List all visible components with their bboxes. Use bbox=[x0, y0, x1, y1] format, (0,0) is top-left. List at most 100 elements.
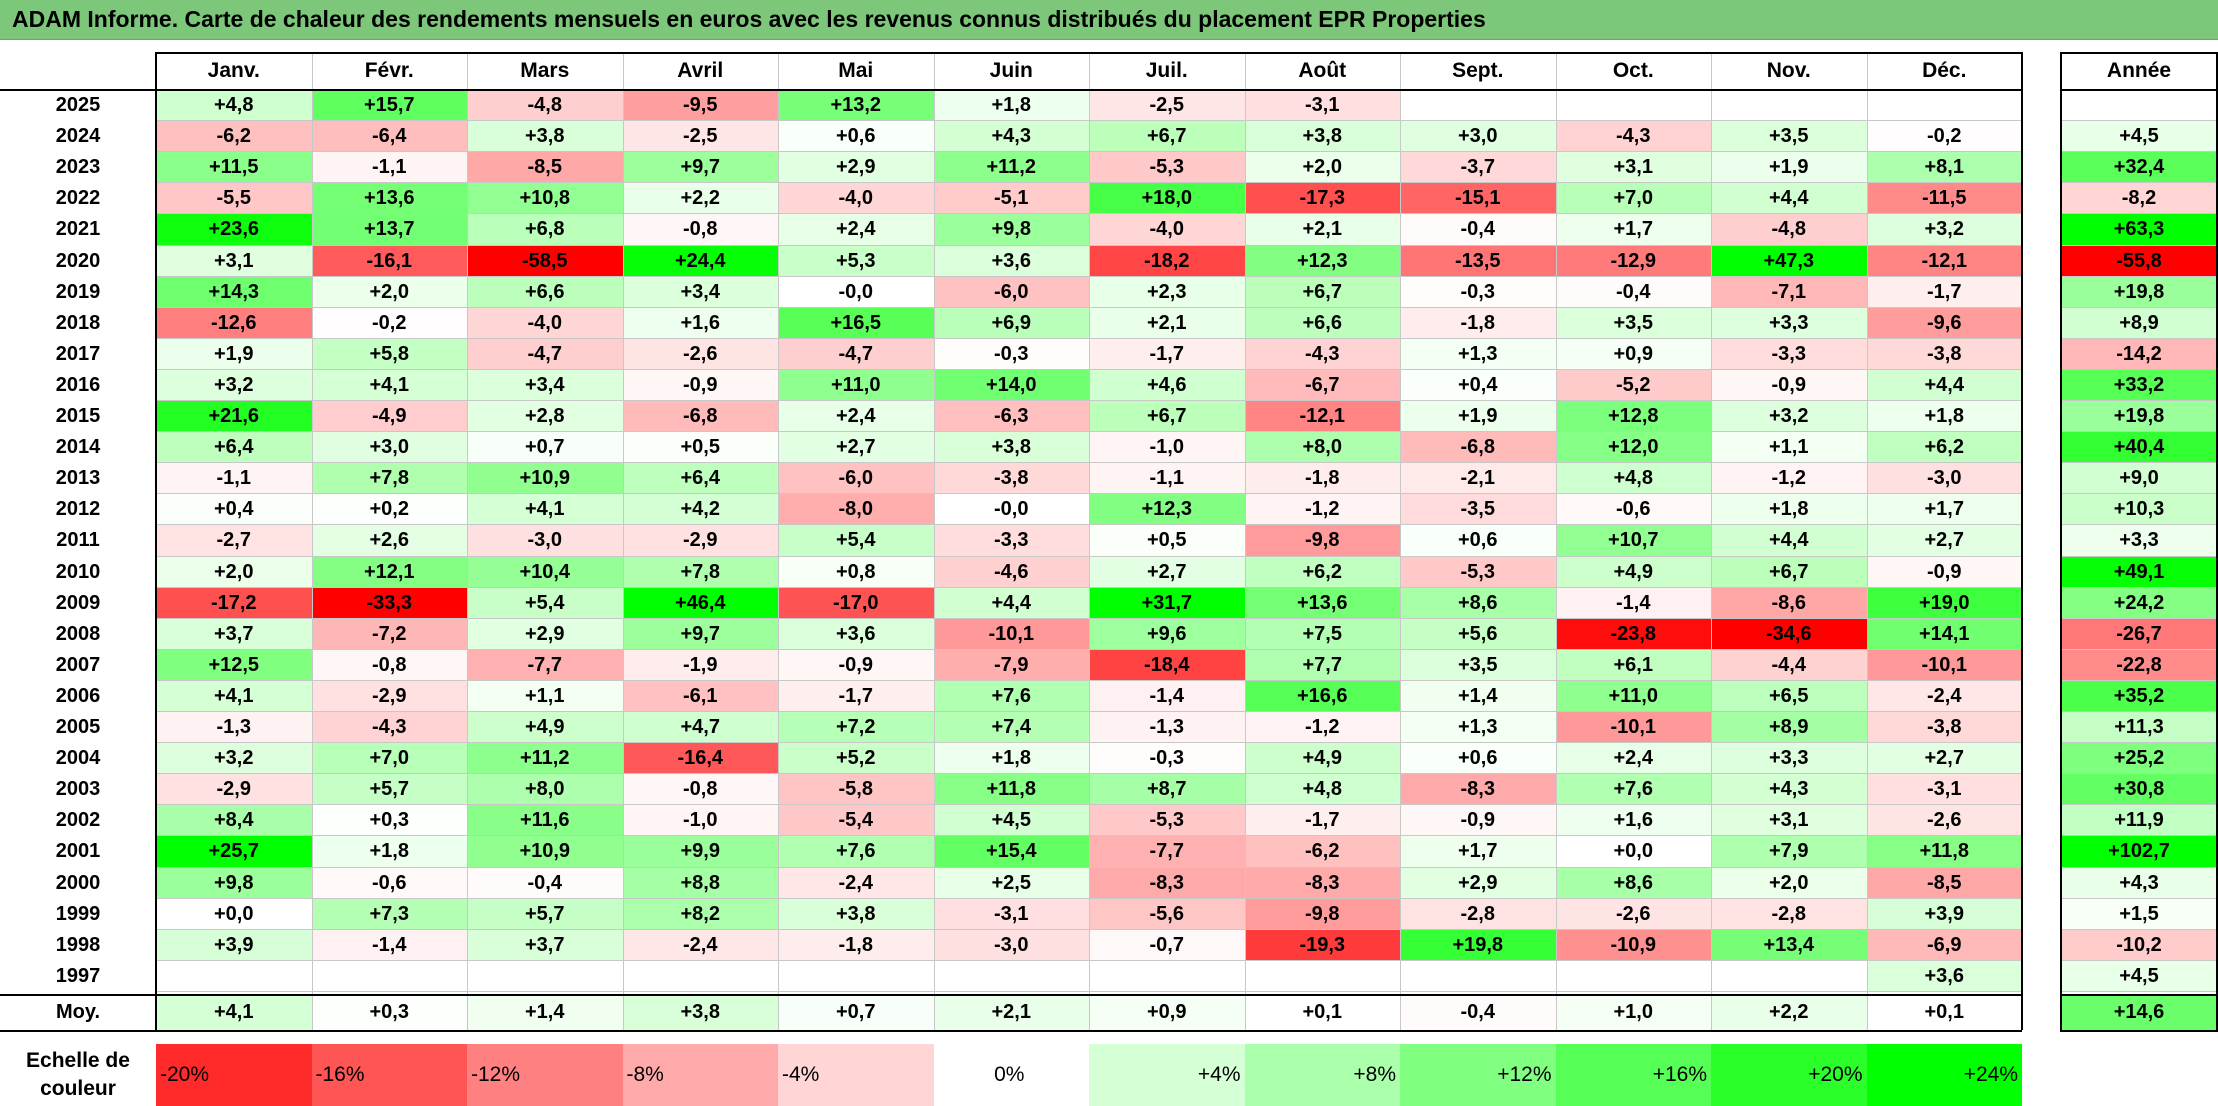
row-gridline bbox=[2060, 275, 2218, 277]
heatmap-cell: +9,8 bbox=[933, 214, 1089, 246]
annual-cell: -26,7 bbox=[2060, 618, 2218, 650]
heatmap-cell: +12,1 bbox=[311, 556, 467, 588]
year-label: 2001 bbox=[55, 840, 101, 863]
heatmap-cell: -2,8 bbox=[1400, 898, 1556, 930]
heatmap-cell: +3,8 bbox=[778, 898, 934, 930]
heatmap-cell: +3,3 bbox=[1711, 307, 1867, 339]
heatmap-cell: +7,8 bbox=[311, 463, 467, 495]
average-cell: -0,4 bbox=[1400, 995, 1556, 1030]
heatmap-cell: +1,8 bbox=[1866, 401, 2022, 433]
heatmap-cell: -3,0 bbox=[1866, 463, 2022, 495]
heatmap-cell: -2,4 bbox=[622, 929, 778, 961]
year-label: 2021 bbox=[55, 218, 101, 241]
heatmap-cell: -0,0 bbox=[778, 276, 934, 308]
heatmap-cell: -5,3 bbox=[1089, 152, 1245, 184]
heatmap-cell: +2,2 bbox=[622, 183, 778, 215]
heatmap-cell: -1,2 bbox=[1244, 712, 1400, 744]
heatmap-cell: +6,7 bbox=[1089, 401, 1245, 433]
heatmap-cell: +24,4 bbox=[622, 245, 778, 277]
heatmap-cell: +4,9 bbox=[1555, 556, 1711, 588]
heatmap-cell: -58,5 bbox=[467, 245, 623, 277]
year-label: 1998 bbox=[55, 933, 101, 956]
heatmap-cell: -34,6 bbox=[1711, 618, 1867, 650]
heatmap-cell: -2,8 bbox=[1711, 898, 1867, 930]
heatmap-cell: -3,1 bbox=[1866, 774, 2022, 806]
row-gridline bbox=[2060, 648, 2218, 650]
column-gridline bbox=[933, 52, 935, 1030]
heatmap-cell: +2,4 bbox=[1555, 743, 1711, 775]
heatmap-cell: +12,3 bbox=[1244, 245, 1400, 277]
heatmap-cell: -6,0 bbox=[933, 276, 1089, 308]
annual-cell: +49,1 bbox=[2060, 556, 2218, 588]
heatmap-cell: +9,6 bbox=[1089, 618, 1245, 650]
heatmap-cell: +12,3 bbox=[1089, 494, 1245, 526]
heatmap-cell: +11,0 bbox=[1555, 680, 1711, 712]
year-label: 2005 bbox=[55, 716, 101, 739]
heatmap-cell: +2,7 bbox=[1866, 743, 2022, 775]
heatmap-cell: -2,9 bbox=[311, 680, 467, 712]
heatmap-cell: -16,4 bbox=[622, 743, 778, 775]
heatmap-cell: +4,8 bbox=[1244, 774, 1400, 806]
heatmap-cell: +11,0 bbox=[778, 369, 934, 401]
heatmap-cell: -6,0 bbox=[778, 463, 934, 495]
column-gridline bbox=[778, 52, 779, 1030]
title-bar: ADAM Informe. Carte de chaleur des rende… bbox=[0, 0, 2218, 40]
heatmap-cell: +2,0 bbox=[311, 276, 467, 308]
heatmap-cell: +7,6 bbox=[933, 680, 1089, 712]
heatmap-cell: -7,7 bbox=[1089, 836, 1245, 868]
heatmap-cell: -1,8 bbox=[1400, 307, 1556, 339]
average-cell: +1,0 bbox=[1555, 995, 1711, 1030]
heatmap-cell: -3,0 bbox=[933, 929, 1089, 961]
heatmap-cell: -1,1 bbox=[1089, 463, 1245, 495]
heatmap-cell: -12,9 bbox=[1555, 245, 1711, 277]
annual-cell: +25,2 bbox=[2060, 743, 2218, 775]
annual-cell: +4,5 bbox=[2060, 960, 2218, 992]
legend-swatch: 0% bbox=[933, 1044, 1089, 1106]
average-cell: +4,1 bbox=[156, 995, 312, 1030]
heatmap-cell: -33,3 bbox=[311, 587, 467, 619]
row-gridline bbox=[2060, 151, 2218, 153]
heatmap-cell: -8,6 bbox=[1711, 587, 1867, 619]
annual-cell: +32,4 bbox=[2060, 152, 2218, 184]
heatmap-cell: +3,2 bbox=[1711, 401, 1867, 433]
row-gridline bbox=[2060, 400, 2218, 401]
heatmap-cell: -0,6 bbox=[1555, 494, 1711, 526]
year-label: 2010 bbox=[55, 560, 101, 583]
heatmap-cell: -1,4 bbox=[1089, 680, 1245, 712]
heatmap-cell: +3,9 bbox=[156, 929, 312, 961]
frame-line bbox=[2060, 52, 2062, 1030]
month-header: Nov. bbox=[1711, 52, 1867, 90]
heatmap-cell: +23,6 bbox=[156, 214, 312, 246]
heatmap-cell bbox=[1555, 90, 1711, 122]
year-label: 2024 bbox=[55, 125, 101, 148]
row-gridline bbox=[2060, 990, 2218, 992]
heatmap-cell: +6,9 bbox=[933, 307, 1089, 339]
row-gridline bbox=[2060, 742, 2218, 744]
heatmap-cell: -11,5 bbox=[1866, 183, 2022, 215]
heatmap-cell: +2,0 bbox=[156, 556, 312, 588]
heatmap-cell: -23,8 bbox=[1555, 618, 1711, 650]
heatmap-cell: -2,1 bbox=[1400, 463, 1556, 495]
year-label: 2002 bbox=[55, 809, 101, 832]
heatmap-cell: +10,9 bbox=[467, 463, 623, 495]
heatmap-cell: -9,8 bbox=[1244, 898, 1400, 930]
heatmap-cell: +13,7 bbox=[311, 214, 467, 246]
legend-swatch: +12% bbox=[1400, 1044, 1556, 1106]
average-cell: +2,1 bbox=[933, 995, 1089, 1030]
row-gridline bbox=[2060, 244, 2218, 246]
heatmap-cell: +1,8 bbox=[1711, 494, 1867, 526]
month-header: Juin bbox=[933, 52, 1089, 90]
heatmap-cell: -5,3 bbox=[1400, 556, 1556, 588]
heatmap-cell: -0,9 bbox=[1711, 369, 1867, 401]
heatmap-cell: -6,9 bbox=[1866, 929, 2022, 961]
annual-cell: +102,7 bbox=[2060, 836, 2218, 868]
month-header: Août bbox=[1244, 52, 1400, 90]
average-cell: +0,3 bbox=[311, 995, 467, 1030]
heatmap-cell: -3,1 bbox=[1244, 90, 1400, 122]
heatmap-cell: -4,8 bbox=[467, 90, 623, 122]
heatmap-cell: +6,7 bbox=[1089, 121, 1245, 153]
heatmap-cell: +4,8 bbox=[1555, 463, 1711, 495]
heatmap-cell: +1,8 bbox=[311, 836, 467, 868]
heatmap-cell: +1,6 bbox=[622, 307, 778, 339]
heatmap-cell: +11,6 bbox=[467, 805, 623, 837]
